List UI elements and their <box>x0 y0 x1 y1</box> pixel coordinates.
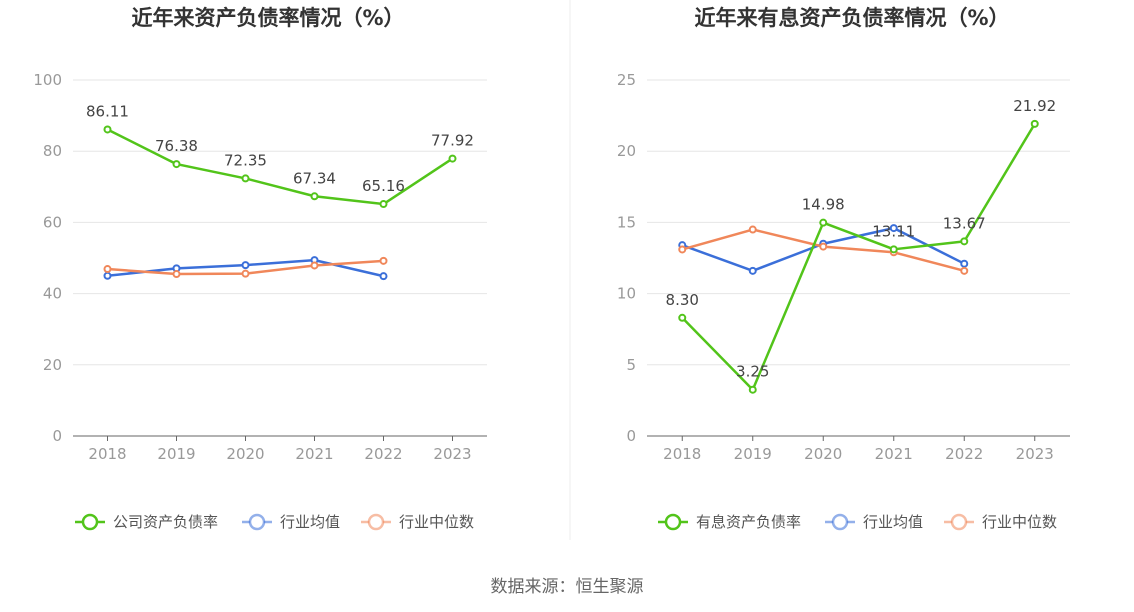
y-tick-label: 80 <box>43 142 62 160</box>
x-tick-label: 2018 <box>663 445 701 463</box>
y-tick-label: 100 <box>33 71 62 89</box>
data-point <box>103 265 112 274</box>
legend-item: 行业均值 <box>242 513 340 531</box>
data-point <box>172 160 181 169</box>
data-point <box>379 256 388 265</box>
data-point <box>678 313 687 322</box>
y-tick-label: 20 <box>617 142 636 160</box>
legend-item: 有息资产负债率 <box>658 513 801 531</box>
data-label: 86.11 <box>86 102 129 120</box>
data-label: 21.92 <box>1013 97 1056 115</box>
y-tick-label: 15 <box>617 213 636 231</box>
data-label: 14.98 <box>802 196 845 214</box>
x-tick-label: 2023 <box>1016 445 1054 463</box>
x-tick-label: 2021 <box>295 445 333 463</box>
data-label: 65.16 <box>362 177 405 195</box>
data-point <box>241 261 250 270</box>
series-line <box>106 128 454 206</box>
data-point <box>889 245 898 254</box>
data-point <box>819 218 828 227</box>
data-point <box>310 261 319 270</box>
legend-label: 行业均值 <box>863 513 923 531</box>
x-tick-label: 2021 <box>875 445 913 463</box>
legend-item: 行业中位数 <box>944 513 1057 531</box>
x-tick-label: 2023 <box>433 445 471 463</box>
data-label: 8.30 <box>666 291 699 309</box>
y-tick-label: 5 <box>626 356 636 374</box>
data-point <box>241 174 250 183</box>
data-point <box>819 242 828 251</box>
y-tick-label: 25 <box>617 71 636 89</box>
chart-title: 近年来有息资产负债率情况（%） <box>694 6 1009 30</box>
data-label: 13.67 <box>943 214 986 232</box>
data-point <box>960 259 969 268</box>
data-point <box>678 245 687 254</box>
y-tick-label: 20 <box>43 356 62 374</box>
legend-item: 行业中位数 <box>361 513 474 531</box>
legend-marker <box>831 513 849 531</box>
data-point <box>103 125 112 134</box>
x-tick-label: 2022 <box>945 445 983 463</box>
data-point <box>889 224 898 233</box>
data-point <box>103 271 112 280</box>
series-line <box>681 123 1036 391</box>
interest-bearing-debt-ratio-chart: 近年来有息资产负债率情况（%） 0 5 10 15 20 25 2018 2019 2020 202… <box>617 6 1070 531</box>
data-source-note: 数据来源：恒生聚源 <box>491 577 644 597</box>
data-label: 76.38 <box>155 137 198 155</box>
data-point <box>748 266 757 275</box>
data-point <box>448 154 457 163</box>
data-point <box>960 237 969 246</box>
legend-item: 行业均值 <box>825 513 923 531</box>
data-point <box>379 200 388 209</box>
y-tick-label: 40 <box>43 285 62 303</box>
legend-label: 行业中位数 <box>399 513 474 531</box>
x-tick-label: 2019 <box>734 445 772 463</box>
data-point <box>960 266 969 275</box>
data-label: 13.11 <box>872 222 915 240</box>
chart-title: 近年来资产负债率情况（%） <box>131 6 404 30</box>
legend-marker <box>367 513 385 531</box>
data-label: 67.34 <box>293 169 336 187</box>
data-label: 77.92 <box>431 132 474 150</box>
legend-label: 有息资产负债率 <box>696 513 801 531</box>
y-tick-label: 10 <box>617 285 636 303</box>
data-point <box>172 270 181 279</box>
data-point <box>1030 119 1039 128</box>
data-point <box>379 272 388 281</box>
x-tick-label: 2022 <box>364 445 402 463</box>
legend-marker <box>81 513 99 531</box>
legend-item: 公司资产负债率 <box>75 513 218 531</box>
data-label: 3.25 <box>736 363 769 381</box>
x-tick-label: 2018 <box>88 445 126 463</box>
legend-marker <box>950 513 968 531</box>
data-point <box>241 269 250 278</box>
data-point <box>310 192 319 201</box>
y-tick-label: 60 <box>43 213 62 231</box>
legend-marker <box>248 513 266 531</box>
legend-label: 行业均值 <box>280 513 340 531</box>
y-tick-label: 0 <box>626 427 636 445</box>
legend-marker <box>664 513 682 531</box>
legend-label: 公司资产负债率 <box>113 513 218 531</box>
y-tick-label: 0 <box>52 427 62 445</box>
data-label: 72.35 <box>224 151 267 169</box>
legend-label: 行业中位数 <box>982 513 1057 531</box>
data-point <box>748 225 757 234</box>
debt-ratio-chart: 近年来资产负债率情况（%） 0 20 40 60 80 100 2018 2019 2020 202… <box>33 6 487 531</box>
x-tick-label: 2020 <box>226 445 264 463</box>
data-point <box>748 385 757 394</box>
x-tick-label: 2019 <box>157 445 195 463</box>
x-tick-label: 2020 <box>804 445 842 463</box>
